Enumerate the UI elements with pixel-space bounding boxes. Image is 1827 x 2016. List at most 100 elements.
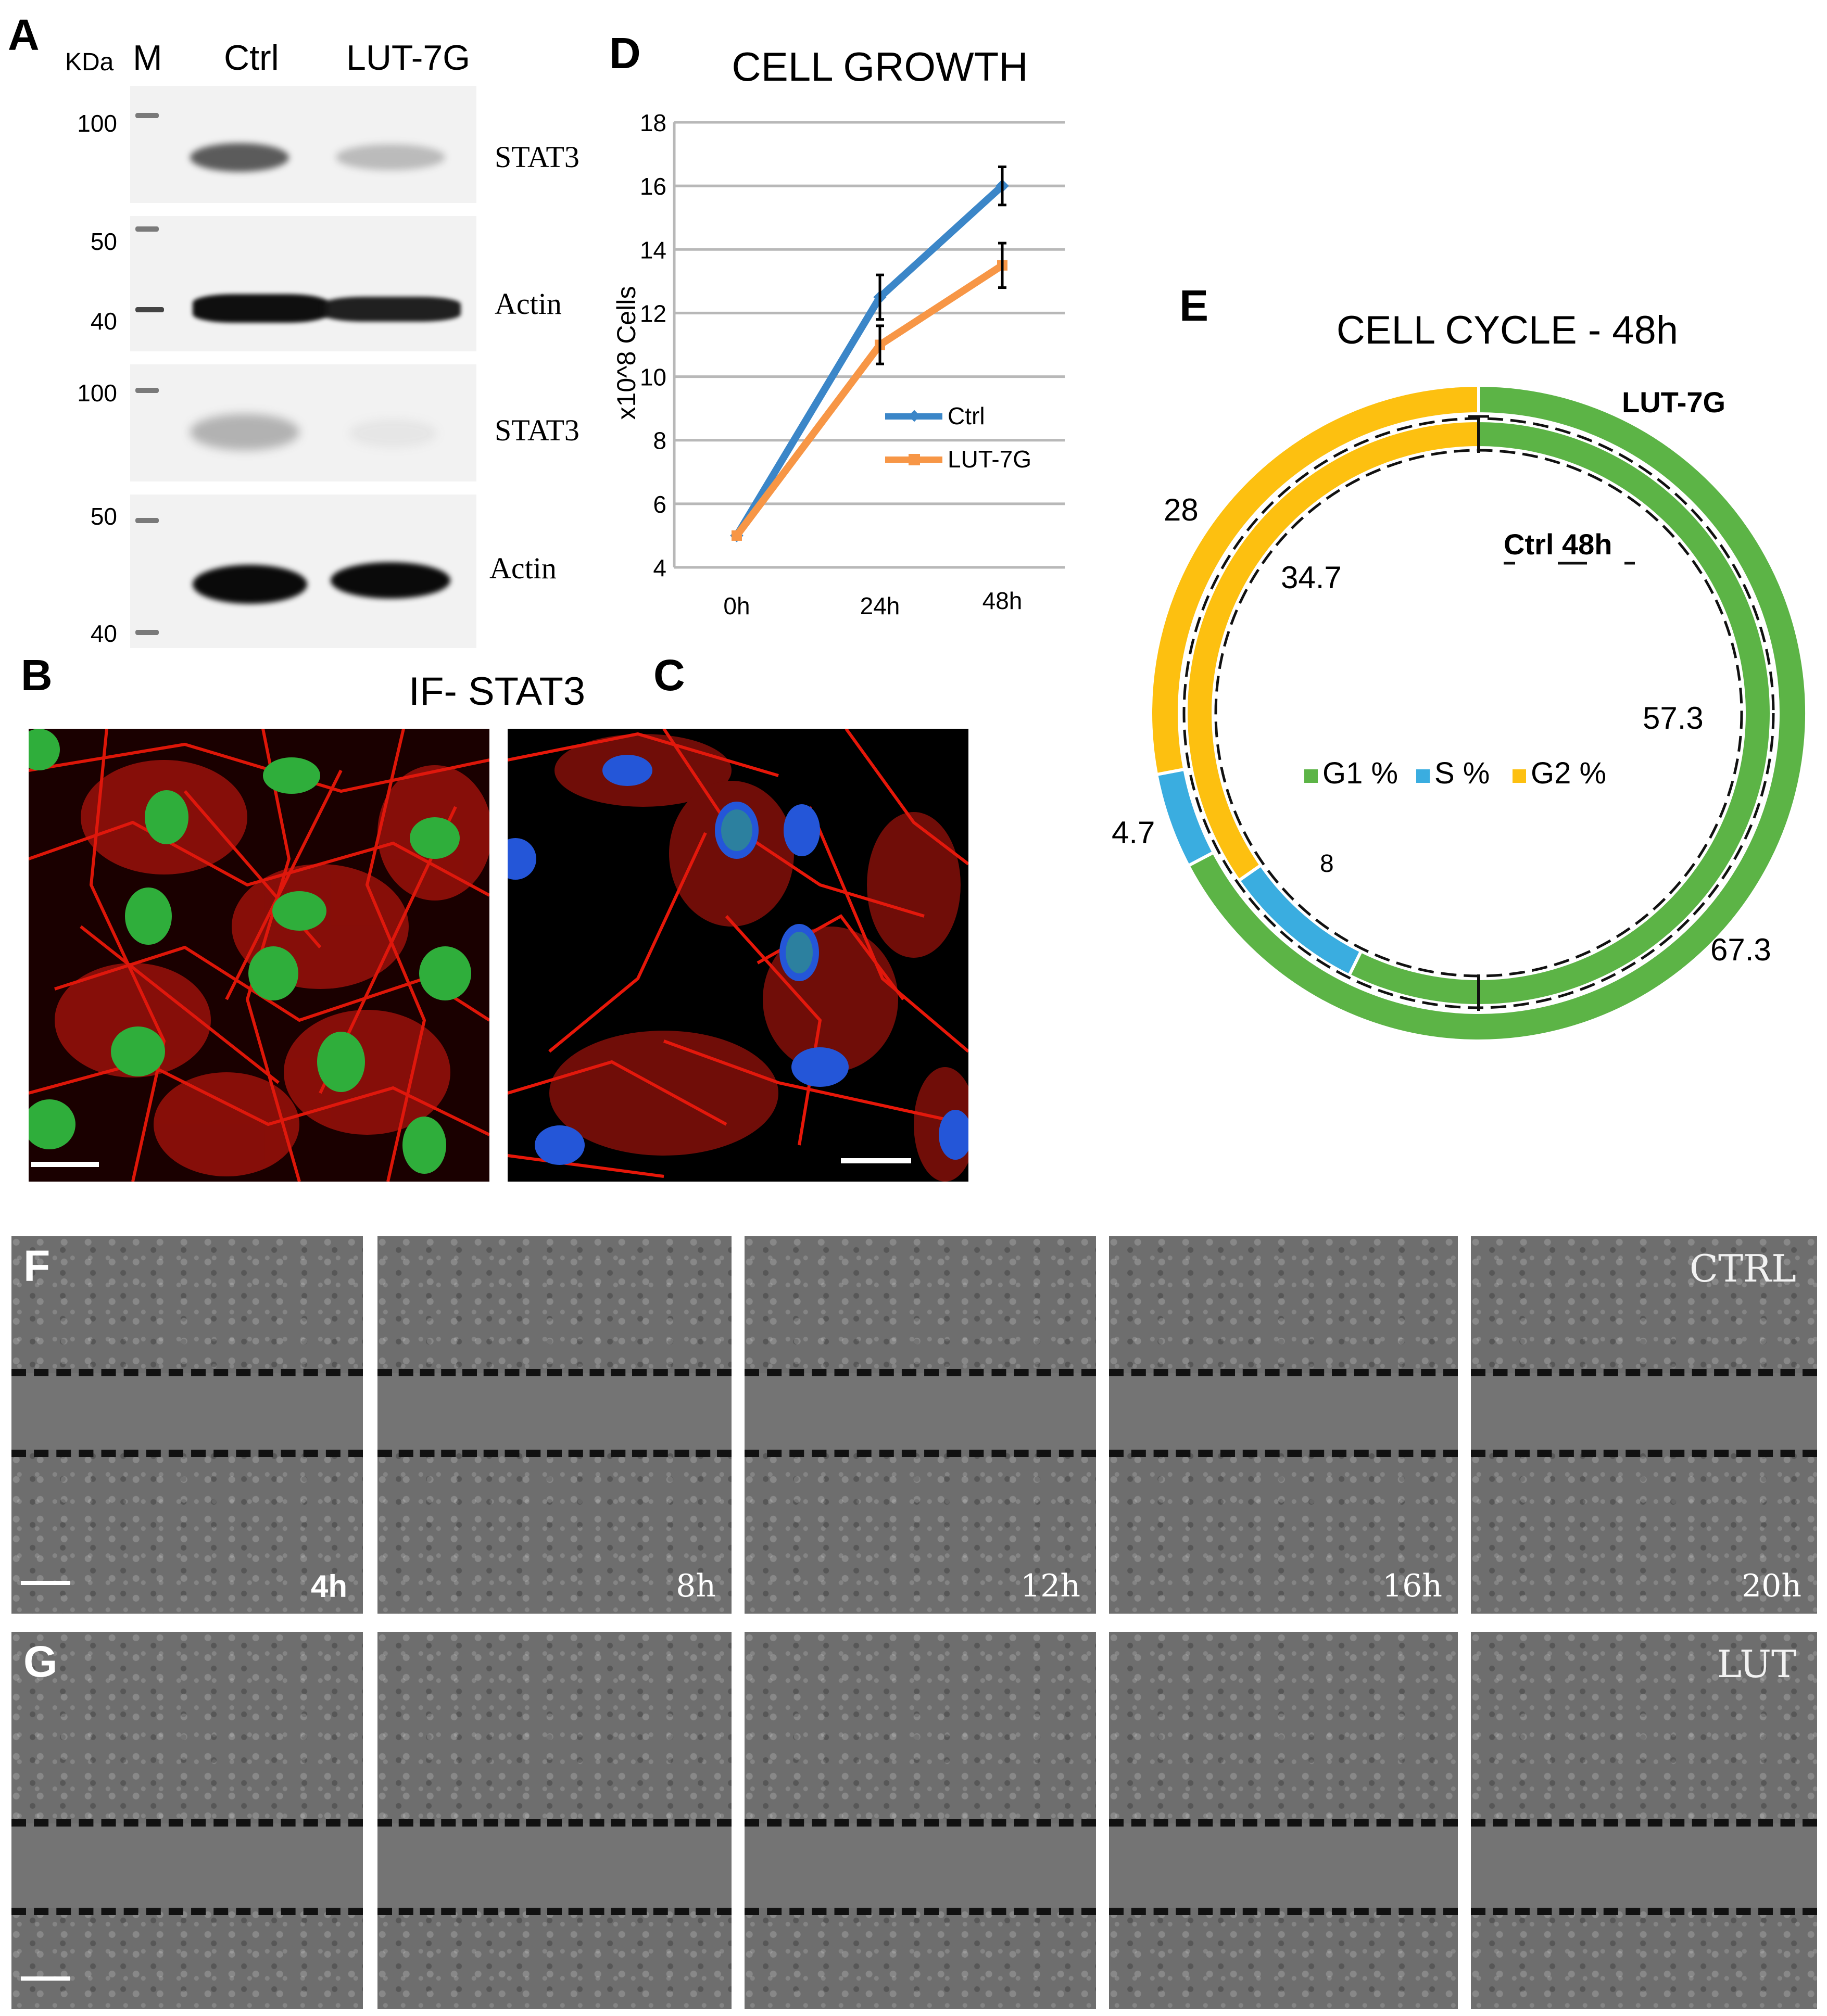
time-label: 4h: [310, 1569, 347, 1604]
scratch-image: LUT: [1471, 1632, 1817, 2009]
wound-edge-bottom: [1471, 1450, 1817, 1457]
wound-edge-top: [377, 1819, 732, 1827]
if-stat3-title: IF- STAT3: [409, 669, 586, 714]
wound-gap: [377, 1373, 732, 1450]
scratch-image: 4h: [11, 1236, 363, 1614]
growth-x-ticks: 0h 24h 48h: [723, 587, 1022, 619]
growth-series-line-lut7g: [734, 262, 1004, 538]
cycle-slice-lut7g-g2: [1149, 383, 1480, 777]
wound-edge-top: [745, 1819, 1096, 1827]
wound-edge-bottom: [377, 1450, 732, 1457]
cell-growth-chart: CELL GROWTH 4 6 8 10 12 14 16 18 0h 24h 48h x10^8…: [612, 44, 1065, 619]
band-lut-actin-2: [331, 562, 450, 599]
band-ctrl-actin-2: [193, 565, 307, 604]
growth-series: [730, 166, 1009, 542]
legend-label-ctrl: Ctrl: [948, 402, 985, 429]
growth-y-axis-label: x10^8 Cells: [612, 286, 641, 420]
scale-bar-scratch: [21, 1976, 70, 1981]
legend-label-lut7g: LUT-7G: [948, 446, 1031, 473]
label-lut-g1: 67.3: [1710, 932, 1771, 967]
cycle-chart-title: CELL CYCLE - 48h: [1337, 308, 1678, 352]
legend-label-s: S %: [1434, 756, 1490, 790]
label-ctrl-s: 8: [1320, 850, 1334, 878]
if-image-ctrl: [29, 729, 489, 1182]
scratch-image: 8h: [377, 1236, 732, 1614]
band-lut-stat3-2: [349, 419, 437, 448]
cell-cycle-chart: CELL CYCLE - 48h LUT-7G Ctrl 48h 67.3 4.…: [1112, 308, 1808, 1043]
growth-y-tick: 4: [653, 554, 666, 581]
band-ctrl-stat3-1: [190, 143, 289, 172]
if-image-lut7g: [508, 729, 968, 1182]
growth-y-tick: 6: [653, 491, 666, 518]
growth-x-tick: 24h: [860, 592, 900, 619]
blot-label-stat3-2: STAT3: [495, 413, 579, 447]
cycle-rings: [1149, 383, 1808, 1043]
growth-y-tick: 8: [653, 427, 666, 454]
panel-label-a: A: [8, 10, 40, 59]
wound-edge-bottom: [377, 1908, 732, 1915]
scratch-image: 12h: [745, 1236, 1096, 1614]
blot-label-actin-1: Actin: [495, 287, 562, 321]
blot-row-stat3-1: [130, 86, 476, 203]
band-ctrl-actin-1: [193, 294, 328, 323]
wound-edge-bottom: [11, 1450, 363, 1457]
growth-y-tick: 18: [640, 109, 666, 136]
legend-marker-ctrl: [908, 410, 921, 422]
row-condition-label: CTRL: [1689, 1247, 1796, 1290]
blot-row-actin-2: [130, 495, 476, 648]
blot-row-stat3-2: [130, 364, 476, 481]
blot-row-actin-1: [130, 216, 476, 351]
growth-legend: Ctrl LUT-7G: [885, 402, 1031, 473]
growth-chart-title: CELL GROWTH: [732, 44, 1028, 90]
scratch-image: [11, 1632, 363, 2009]
row-condition-label: LUT: [1717, 1642, 1796, 1686]
wound-edge-top: [745, 1369, 1096, 1376]
growth-y-tick: 14: [640, 236, 666, 263]
panel-label-g: G: [23, 1637, 58, 1686]
time-label: 12h: [1020, 1568, 1080, 1604]
wound-gap: [11, 1373, 363, 1450]
mw-50-row4: 50: [90, 503, 117, 530]
wound-edge-top: [1109, 1819, 1458, 1827]
legend-label-g1: G1 %: [1322, 756, 1398, 790]
wound-gap: [1109, 1373, 1458, 1450]
wound-edge-top: [1471, 1369, 1817, 1376]
cycle-value-labels: 67.3 4.7 28 57.3 8 34.7: [1112, 492, 1771, 967]
panel-label-e: E: [1179, 281, 1209, 330]
legend-swatch-s: [1416, 769, 1430, 783]
legend-swatch-g1: [1304, 769, 1318, 783]
panel-label-f: F: [23, 1241, 51, 1290]
kda-label: KDa: [65, 48, 114, 76]
growth-x-tick: 0h: [723, 592, 750, 619]
scratch-image: [1109, 1632, 1458, 2009]
growth-y-ticks: 4 6 8 10 12 14 16 18: [640, 109, 666, 581]
if-ctrl-cells: [29, 729, 489, 1182]
label-lut-g2: 28: [1164, 492, 1199, 527]
legend-swatch-g2: [1513, 769, 1526, 783]
lane-label-lut7g: LUT-7G: [346, 38, 471, 78]
mw-40-row4: 40: [90, 620, 117, 647]
wound-gap: [745, 1823, 1096, 1908]
growth-x-tick: 48h: [982, 587, 1023, 614]
wound-gap: [745, 1373, 1096, 1450]
wound-edge-bottom: [745, 1450, 1096, 1457]
mw-100-row1: 100: [77, 110, 117, 137]
inner-ring-label: Ctrl 48h: [1504, 528, 1612, 561]
scale-bar-if-ctrl: [31, 1162, 99, 1167]
mw-40-row2: 40: [90, 308, 117, 335]
scale-bar-if-lut7g: [841, 1158, 911, 1163]
label-ctrl-g1: 57.3: [1643, 701, 1704, 736]
mw-100-row3: 100: [77, 379, 117, 407]
time-label: 20h: [1742, 1568, 1801, 1604]
scratch-image: [745, 1632, 1096, 2009]
wound-edge-bottom: [1471, 1908, 1817, 1915]
band-lut-stat3-1: [336, 144, 445, 170]
scratch-image: [377, 1632, 732, 2009]
cycle-slice-ctrl-g2: [1185, 419, 1480, 883]
wound-gap: [1109, 1823, 1458, 1908]
panel-label-c: C: [653, 651, 685, 700]
marker-lane-label: M: [133, 38, 162, 78]
legend-marker-lut7g: [909, 454, 920, 465]
wound-edge-bottom: [11, 1908, 363, 1915]
time-label: 16h: [1382, 1568, 1442, 1604]
